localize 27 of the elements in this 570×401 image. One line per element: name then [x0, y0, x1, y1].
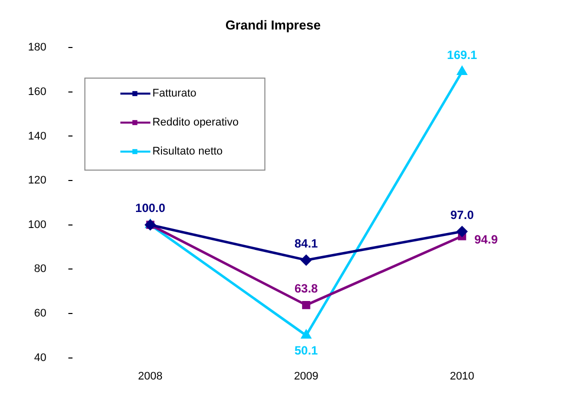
y-tick-label: 140: [28, 130, 46, 142]
y-tick-label: 100: [28, 218, 46, 231]
x-tick-label: 2009: [294, 370, 318, 382]
data-label: 97.0: [450, 208, 474, 222]
data-label: 50.1: [294, 344, 318, 358]
chart-title: Grandi Imprese: [225, 17, 321, 32]
x-tick-label: 2010: [450, 370, 474, 382]
data-label: 169.1: [447, 48, 478, 62]
y-tick-label: 160: [28, 86, 46, 98]
point: [301, 330, 311, 339]
y-tick-label: 80: [34, 263, 46, 276]
legend-label: Reddito operativo: [152, 116, 239, 129]
x-tick-label: 2008: [138, 370, 163, 382]
data-label: 94.9: [474, 232, 498, 246]
legend-label: Risultato netto: [152, 146, 223, 158]
y-tick-label: 180: [28, 42, 46, 54]
point: [300, 254, 312, 266]
point: [302, 300, 310, 310]
y-tick-label: 120: [28, 174, 46, 187]
legend-label: Fatturato: [152, 88, 196, 100]
data-label: 100.0: [135, 201, 166, 216]
point: [457, 66, 467, 75]
data-label: 84.1: [294, 236, 318, 250]
data-label: 63.8: [294, 281, 318, 296]
y-tick-label: 40: [34, 352, 46, 364]
point: [456, 226, 468, 237]
y-tick-label: 60: [34, 308, 46, 320]
